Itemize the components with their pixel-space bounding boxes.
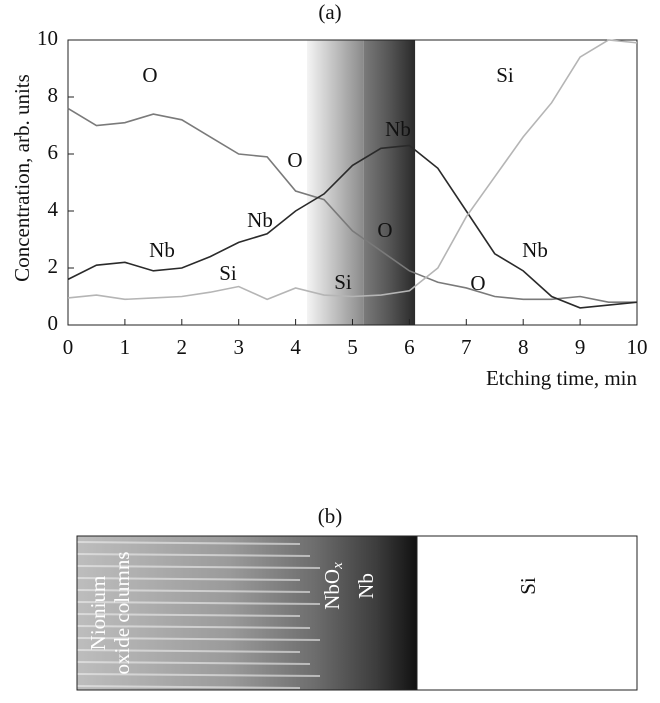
sem-image: Nionium oxide columns NbOx Nb Si <box>76 535 638 691</box>
annotation: Si <box>496 63 514 87</box>
y-tick-label: 2 <box>48 254 59 278</box>
x-tick-label: 2 <box>177 335 188 359</box>
annotation: Si <box>219 261 237 285</box>
y-axis-label: Concentration, arb. units <box>10 74 34 282</box>
annotation: Nb <box>149 238 175 262</box>
annotation: O <box>470 271 485 295</box>
line-0 <box>67 107 637 303</box>
column-edge <box>76 637 321 641</box>
column-edge <box>76 613 301 617</box>
x-tick-label: 7 <box>461 335 472 359</box>
column-edge <box>76 649 301 653</box>
column-edge <box>76 625 311 629</box>
x-tick-label: 9 <box>575 335 586 359</box>
annotation: Nb <box>385 117 411 141</box>
x-tick-label: 3 <box>233 335 244 359</box>
annotation: O <box>377 218 392 242</box>
y-tick-label: 0 <box>48 311 59 335</box>
sem-frame <box>76 535 638 691</box>
x-tick-label: 4 <box>290 335 301 359</box>
column-edge <box>76 565 321 569</box>
y-tick-label: 4 <box>48 197 59 221</box>
annotation: Si <box>334 270 352 294</box>
annotation: Nb <box>522 238 548 262</box>
column-edge <box>76 601 321 605</box>
substrate-label: Si <box>516 577 540 595</box>
etch-region <box>363 40 416 325</box>
column-edge <box>76 541 301 545</box>
oxide-sub: x <box>330 562 346 570</box>
columns-label: Nionium <box>86 576 110 651</box>
columns-label: oxide columns <box>110 551 134 674</box>
x-tick-label: 1 <box>120 335 131 359</box>
column-edge <box>76 661 311 665</box>
column-edge <box>76 673 321 677</box>
panel-a-label: (a) <box>318 0 341 24</box>
y-tick-label: 10 <box>37 26 58 50</box>
x-tick-label: 5 <box>347 335 358 359</box>
line-1 <box>67 144 638 309</box>
y-tick-label: 6 <box>48 140 59 164</box>
x-tick-label: 8 <box>518 335 529 359</box>
x-tick-label: 6 <box>404 335 415 359</box>
panel-b-label: (b) <box>318 504 343 528</box>
annotation: O <box>142 63 157 87</box>
si-region <box>416 535 638 691</box>
column-edge <box>76 589 311 593</box>
annotation: O <box>287 148 302 172</box>
line-2 <box>67 39 638 301</box>
metal-label: Nb <box>354 573 378 599</box>
columns <box>76 541 321 689</box>
x-tick-label: 10 <box>627 335 648 359</box>
column-edge <box>76 577 301 581</box>
column-edge <box>76 553 311 557</box>
x-tick-label: 0 <box>63 335 74 359</box>
oxide-label: NbOx <box>320 562 347 610</box>
y-tick-label: 8 <box>48 83 59 107</box>
column-edge <box>76 685 301 689</box>
oxide-base: NbO <box>320 569 344 610</box>
x-axis-label: Etching time, min <box>486 366 638 390</box>
annotation: Nb <box>247 208 273 232</box>
